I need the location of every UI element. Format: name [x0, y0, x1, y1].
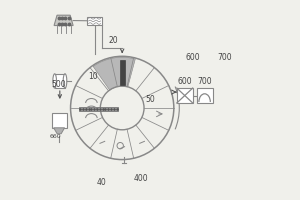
Text: 400: 400 — [134, 174, 148, 183]
Text: 600: 600 — [177, 77, 192, 86]
Text: 500: 500 — [51, 80, 66, 89]
Text: 700: 700 — [217, 53, 232, 62]
Text: 50: 50 — [145, 95, 155, 104]
Polygon shape — [54, 128, 64, 134]
Text: 10: 10 — [88, 72, 98, 81]
Text: 40: 40 — [97, 178, 106, 187]
FancyBboxPatch shape — [55, 74, 65, 88]
Text: 20: 20 — [108, 36, 118, 45]
FancyBboxPatch shape — [87, 17, 102, 25]
Polygon shape — [54, 15, 73, 26]
FancyBboxPatch shape — [197, 88, 213, 103]
Text: 660: 660 — [50, 134, 61, 139]
FancyBboxPatch shape — [120, 60, 125, 85]
FancyBboxPatch shape — [177, 88, 193, 103]
FancyBboxPatch shape — [52, 113, 67, 128]
Text: 700: 700 — [197, 77, 212, 86]
Wedge shape — [93, 57, 135, 90]
Ellipse shape — [63, 74, 67, 88]
Text: 600: 600 — [185, 53, 200, 62]
FancyBboxPatch shape — [79, 107, 118, 111]
Ellipse shape — [53, 74, 56, 88]
